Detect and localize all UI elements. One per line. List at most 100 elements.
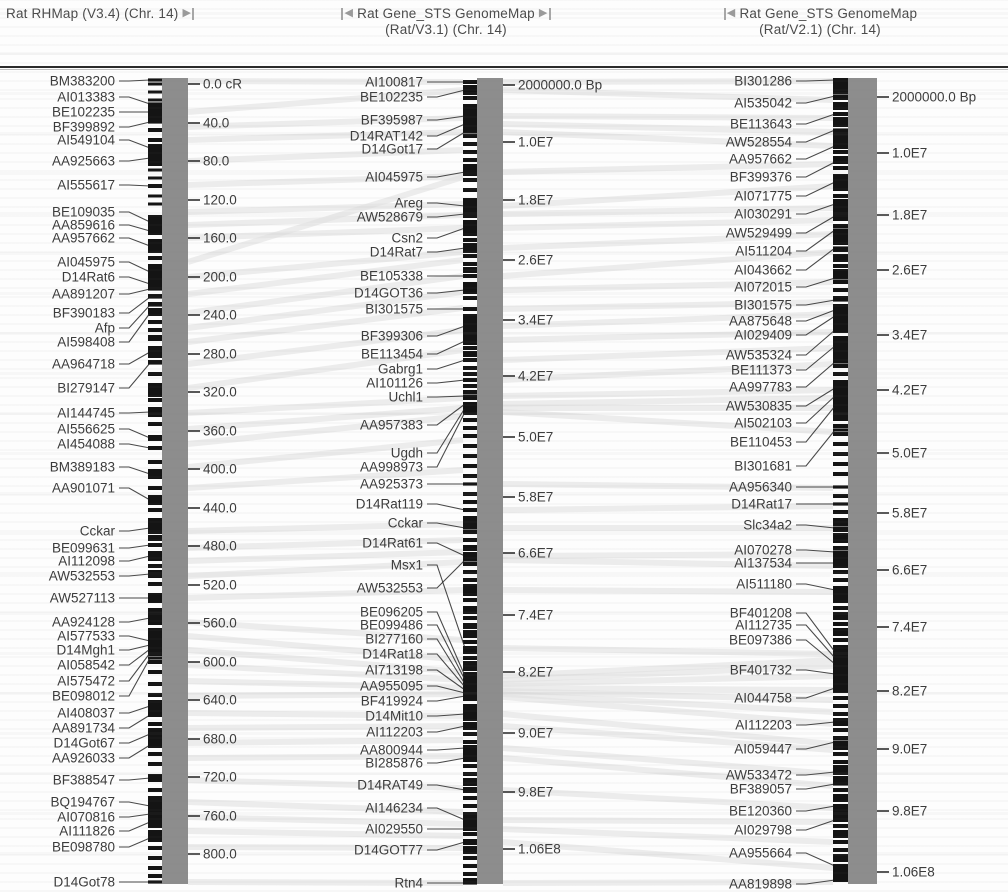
marker-label[interactable]: AI100817 bbox=[365, 75, 423, 90]
marker-label[interactable]: BE120360 bbox=[729, 804, 792, 819]
marker-label[interactable]: D14Rat119 bbox=[356, 497, 423, 512]
marker-label[interactable]: AA875648 bbox=[729, 314, 792, 329]
marker-label[interactable]: AI112203 bbox=[735, 718, 792, 733]
marker-label[interactable]: AW530835 bbox=[726, 399, 792, 414]
marker-label[interactable]: AA998973 bbox=[360, 460, 423, 475]
marker-label[interactable]: Csn2 bbox=[391, 231, 423, 246]
marker-label[interactable]: AI454088 bbox=[57, 437, 115, 452]
marker-label[interactable]: AA924128 bbox=[52, 615, 115, 630]
marker-label[interactable]: AI029409 bbox=[734, 328, 792, 343]
marker-label[interactable]: BF401208 bbox=[730, 606, 792, 621]
marker-label[interactable]: BE109035 bbox=[52, 205, 115, 220]
marker-label[interactable]: BI277160 bbox=[365, 632, 423, 647]
marker-label[interactable]: AW527113 bbox=[50, 591, 115, 606]
marker-label[interactable]: AA956340 bbox=[729, 480, 792, 495]
marker-label[interactable]: BI301575 bbox=[365, 302, 423, 317]
marker-label[interactable]: Slc34a2 bbox=[743, 518, 792, 533]
marker-label[interactable]: AI555617 bbox=[57, 178, 115, 193]
marker-label[interactable]: D14Mit10 bbox=[365, 709, 423, 724]
marker-label[interactable]: BI301681 bbox=[734, 459, 792, 474]
marker-label[interactable]: AA925373 bbox=[360, 477, 423, 492]
marker-label[interactable]: BE113454 bbox=[361, 347, 424, 362]
marker-label[interactable]: BE111373 bbox=[731, 363, 792, 378]
marker-label[interactable]: Cckar bbox=[80, 524, 116, 539]
marker-label[interactable]: AA800944 bbox=[360, 743, 424, 758]
marker-label[interactable]: AW529499 bbox=[726, 226, 792, 241]
marker-label[interactable]: AA957383 bbox=[360, 418, 423, 433]
marker-label[interactable]: AI101126 bbox=[366, 376, 423, 391]
marker-label[interactable]: AW532553 bbox=[357, 581, 423, 596]
marker-label[interactable]: AW535324 bbox=[726, 348, 793, 363]
marker-label[interactable]: AI556625 bbox=[57, 422, 115, 437]
next-map-button[interactable]: ▶ bbox=[539, 7, 552, 20]
marker-label[interactable]: BE098012 bbox=[52, 689, 115, 704]
marker-label[interactable]: AI535042 bbox=[734, 96, 792, 111]
marker-label[interactable]: BI279147 bbox=[57, 381, 115, 396]
marker-label[interactable]: BF399306 bbox=[361, 329, 423, 344]
marker-label[interactable]: AI598408 bbox=[57, 335, 115, 350]
marker-label[interactable]: BE099486 bbox=[360, 618, 423, 633]
marker-label[interactable]: BI285876 bbox=[365, 756, 423, 771]
marker-label[interactable]: AI511204 bbox=[735, 244, 792, 259]
marker-label[interactable]: BF389057 bbox=[730, 782, 792, 797]
marker-label[interactable]: D14GOT77 bbox=[354, 843, 423, 858]
marker-label[interactable]: D14Rat61 bbox=[362, 536, 423, 551]
marker-label[interactable]: AA957662 bbox=[52, 231, 115, 246]
marker-label[interactable]: AI058542 bbox=[57, 658, 115, 673]
marker-label[interactable]: BM389183 bbox=[50, 460, 115, 475]
marker-label[interactable]: BF390183 bbox=[53, 306, 115, 321]
marker-label[interactable]: AI043662 bbox=[734, 263, 792, 278]
marker-label[interactable]: Ugdh bbox=[391, 446, 423, 461]
marker-label[interactable]: D14Mgh1 bbox=[56, 643, 115, 658]
marker-label[interactable]: AI029550 bbox=[365, 822, 423, 837]
marker-label[interactable]: AW533472 bbox=[726, 768, 792, 783]
marker-label[interactable]: BF395987 bbox=[361, 113, 423, 128]
marker-label[interactable]: BF388547 bbox=[53, 773, 115, 788]
marker-label[interactable]: BE097386 bbox=[729, 633, 792, 648]
marker-label[interactable]: AW528554 bbox=[726, 135, 793, 150]
marker-label[interactable]: D14Rat17 bbox=[731, 497, 792, 512]
marker-label[interactable]: AI029798 bbox=[734, 823, 792, 838]
marker-label[interactable]: D14Got78 bbox=[53, 875, 115, 890]
marker-label[interactable]: AI408037 bbox=[57, 706, 115, 721]
marker-label[interactable]: Rtn4 bbox=[394, 876, 423, 891]
marker-label[interactable]: AI713198 bbox=[365, 663, 423, 678]
marker-label[interactable]: AI112098 bbox=[58, 554, 115, 569]
marker-label[interactable]: Areg bbox=[394, 196, 423, 211]
marker-label[interactable]: AA955095 bbox=[360, 679, 423, 694]
marker-label[interactable]: BF399376 bbox=[730, 170, 792, 185]
marker-label[interactable]: Afp bbox=[95, 321, 115, 336]
marker-label[interactable]: BM383200 bbox=[50, 74, 115, 89]
marker-label[interactable]: AI071775 bbox=[734, 189, 792, 204]
marker-label[interactable]: AA925663 bbox=[52, 154, 115, 169]
marker-label[interactable]: BF399892 bbox=[53, 120, 115, 135]
marker-label[interactable]: AI144745 bbox=[57, 406, 115, 421]
marker-label[interactable]: BE099631 bbox=[52, 541, 115, 556]
marker-label[interactable]: D14Got17 bbox=[361, 142, 423, 157]
marker-label[interactable]: AI112735 bbox=[735, 618, 792, 633]
marker-label[interactable]: AA964718 bbox=[52, 357, 115, 372]
marker-label[interactable]: Msx1 bbox=[391, 558, 423, 573]
marker-label[interactable]: AA957662 bbox=[729, 152, 792, 167]
marker-label[interactable]: D14Got67 bbox=[53, 736, 115, 751]
marker-label[interactable]: BI301575 bbox=[734, 298, 792, 313]
marker-label[interactable]: BF401732 bbox=[730, 663, 792, 678]
marker-label[interactable]: AA859616 bbox=[52, 218, 115, 233]
marker-label[interactable]: D14RAT49 bbox=[357, 778, 423, 793]
prev-map-button[interactable]: ◀ bbox=[723, 7, 736, 20]
marker-label[interactable]: AA891734 bbox=[52, 721, 116, 736]
marker-label[interactable]: AI030291 bbox=[734, 207, 792, 222]
marker-label[interactable]: AA819898 bbox=[729, 877, 792, 892]
marker-label[interactable]: BE096205 bbox=[360, 605, 423, 620]
marker-label[interactable]: AA891207 bbox=[52, 287, 115, 302]
marker-label[interactable]: BE105338 bbox=[360, 269, 423, 284]
marker-label[interactable]: AI549104 bbox=[57, 133, 115, 148]
marker-label[interactable]: AA997783 bbox=[729, 380, 792, 395]
marker-label[interactable]: Gabrg1 bbox=[378, 362, 423, 377]
marker-label[interactable]: D14Rat6 bbox=[62, 270, 115, 285]
marker-label[interactable]: D14RAT142 bbox=[350, 129, 423, 144]
marker-label[interactable]: BE113643 bbox=[730, 117, 792, 132]
marker-label[interactable]: AI575472 bbox=[57, 674, 115, 689]
marker-label[interactable]: AI502103 bbox=[734, 416, 792, 431]
marker-label[interactable]: AI511180 bbox=[736, 577, 792, 592]
